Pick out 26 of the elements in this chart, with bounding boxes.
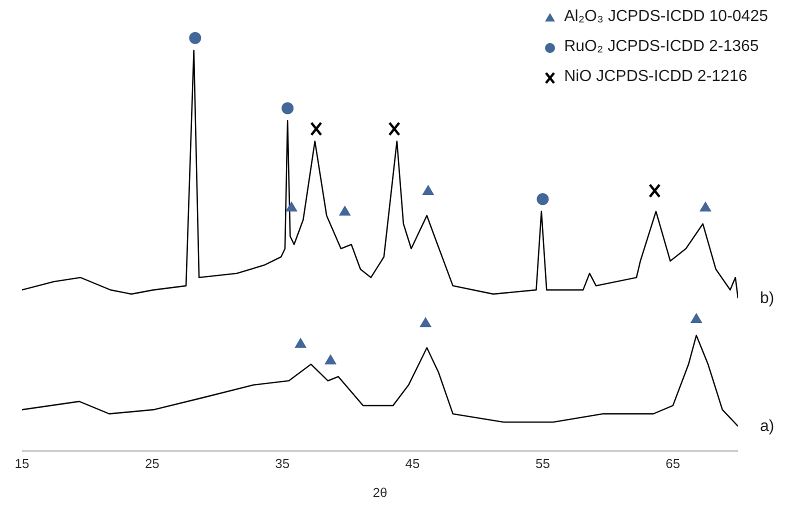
legend-label: NiO JCPDS-ICDD 2-1216: [564, 67, 748, 87]
point: [388, 122, 400, 136]
series-label: a): [760, 418, 774, 436]
point: [422, 184, 434, 196]
x-tick-label: 35: [275, 456, 290, 472]
point: [294, 338, 307, 348]
point: [338, 205, 351, 216]
x-tick-label: 45: [405, 456, 420, 472]
x-axis-title: 2θ: [372, 485, 388, 500]
point: [699, 201, 712, 212]
x-tick-label: 15: [14, 456, 30, 472]
point: [285, 201, 298, 212]
point: [324, 354, 337, 364]
point: [648, 184, 661, 198]
legend-label: Al₂O₃ JCPDS-ICDD 10-0425: [564, 7, 768, 27]
series-label: b): [760, 290, 774, 308]
x-tick-label: 65: [666, 456, 680, 472]
point: [420, 316, 432, 328]
legend-label: RuO₂ JCPDS-ICDD 2-1365: [564, 37, 759, 57]
point: [690, 312, 702, 324]
point: [282, 102, 294, 114]
point: [189, 32, 202, 44]
x-tick-label: 55: [535, 456, 550, 472]
point: [310, 122, 322, 136]
point: [536, 193, 549, 206]
x-tick-label: 25: [144, 456, 160, 472]
